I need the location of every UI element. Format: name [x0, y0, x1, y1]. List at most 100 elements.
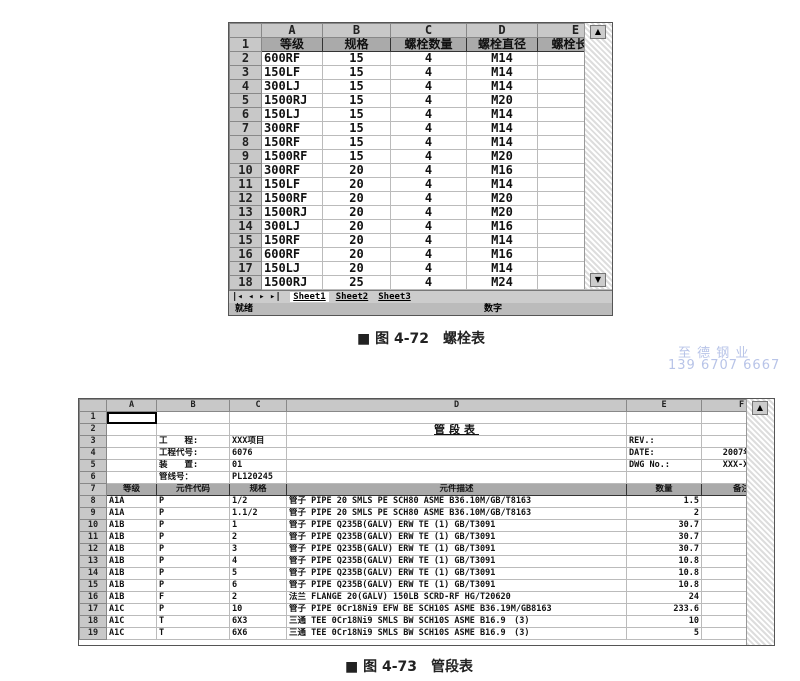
data-cell[interactable]: 4 [390, 65, 467, 80]
row-header[interactable]: 9 [229, 149, 262, 164]
data-cell[interactable]: A1C [106, 627, 157, 640]
data-cell[interactable]: 三通 TEE 0Cr18Ni9 SMLS BW SCH10S ASME B16.… [286, 627, 627, 640]
data-cell[interactable]: 管子 PIPE 0Cr18Ni9 EFW BE SCH10S ASME B36.… [286, 603, 627, 616]
data-cell[interactable]: 15 [322, 79, 391, 94]
data-cell[interactable]: A1C [106, 615, 157, 628]
data-cell[interactable]: M20 [466, 205, 538, 220]
tab-sheet1[interactable]: Sheet1 [290, 292, 329, 302]
data-cell[interactable]: 150LJ [261, 261, 323, 276]
row-header[interactable]: 11 [229, 177, 262, 192]
data-cell[interactable]: 233.6 [626, 603, 702, 616]
tab-sheet2[interactable]: Sheet2 [335, 292, 369, 302]
data-cell[interactable]: 2 [229, 531, 287, 544]
meta-label[interactable]: DATE: [626, 447, 702, 460]
row-header[interactable]: 2 [79, 423, 107, 436]
data-cell[interactable]: 1500RJ [261, 93, 323, 108]
data-cell[interactable]: M14 [466, 107, 538, 122]
data-cell[interactable]: A1B [106, 519, 157, 532]
data-cell[interactable]: M24 [466, 275, 538, 290]
data-cell[interactable]: 4 [390, 247, 467, 262]
data-cell[interactable]: 15 [322, 121, 391, 136]
vertical-scrollbar[interactable] [746, 399, 774, 645]
column-header-C[interactable]: C [229, 399, 287, 412]
data-cell[interactable]: 管子 PIPE Q235B(GALV) ERW TE (1) GB/T3091 [286, 567, 627, 580]
header-cell[interactable]: 数量 [626, 483, 702, 496]
row-header[interactable]: 15 [79, 579, 107, 592]
data-cell[interactable]: 1500RJ [261, 205, 323, 220]
data-cell[interactable]: A1B [106, 555, 157, 568]
data-cell[interactable]: 4 [390, 205, 467, 220]
row-header[interactable]: 2 [229, 51, 262, 66]
data-cell[interactable]: 2 [229, 591, 287, 604]
empty-cell[interactable] [106, 435, 157, 448]
data-cell[interactable]: 4 [229, 555, 287, 568]
data-cell[interactable]: M20 [466, 149, 538, 164]
row-header[interactable]: 15 [229, 233, 262, 248]
row-header[interactable]: 10 [79, 519, 107, 532]
row-header[interactable]: 7 [229, 121, 262, 136]
data-cell[interactable]: 管子 PIPE 20 SMLS PE SCH80 ASME B36.10M/GB… [286, 507, 627, 520]
header-cell[interactable]: 元件代码 [156, 483, 230, 496]
column-header-A[interactable]: A [261, 23, 323, 38]
data-cell[interactable]: F [156, 591, 230, 604]
empty-cell[interactable] [286, 471, 627, 484]
data-cell[interactable]: P [156, 579, 230, 592]
data-cell[interactable]: 10.8 [626, 567, 702, 580]
row-header[interactable]: 14 [229, 219, 262, 234]
data-cell[interactable]: 1500RJ [261, 275, 323, 290]
data-cell[interactable]: A1B [106, 579, 157, 592]
row-header[interactable]: 6 [229, 107, 262, 122]
row-header[interactable]: 12 [79, 543, 107, 556]
data-cell[interactable]: 4 [390, 149, 467, 164]
data-cell[interactable]: A1B [106, 531, 157, 544]
row-header[interactable]: 9 [79, 507, 107, 520]
header-cell[interactable]: 螺栓数量 [390, 37, 467, 52]
data-cell[interactable]: 600RF [261, 247, 323, 262]
data-cell[interactable]: P [156, 519, 230, 532]
data-cell[interactable]: 2 [626, 507, 702, 520]
header-cell[interactable]: 规格 [322, 37, 391, 52]
column-header-C[interactable]: C [390, 23, 467, 38]
scroll-up-button[interactable]: ▲ [752, 401, 768, 415]
empty-cell[interactable] [106, 423, 157, 436]
empty-cell[interactable] [106, 471, 157, 484]
data-cell[interactable]: M16 [466, 247, 538, 262]
data-cell[interactable]: 10.8 [626, 579, 702, 592]
data-cell[interactable]: 150RF [261, 135, 323, 150]
data-cell[interactable]: 4 [390, 107, 467, 122]
data-cell[interactable]: 5 [626, 627, 702, 640]
data-cell[interactable]: 15 [322, 107, 391, 122]
data-cell[interactable]: 4 [390, 261, 467, 276]
vertical-scrollbar[interactable] [584, 23, 612, 289]
data-cell[interactable]: 管子 PIPE Q235B(GALV) ERW TE (1) GB/T3091 [286, 579, 627, 592]
data-cell[interactable]: 15 [322, 149, 391, 164]
row-header[interactable]: 7 [79, 483, 107, 496]
row-header[interactable]: 12 [229, 191, 262, 206]
data-cell[interactable]: 1500RF [261, 191, 323, 206]
empty-cell[interactable] [156, 411, 230, 424]
data-cell[interactable]: 10 [626, 615, 702, 628]
row-header[interactable]: 1 [229, 37, 262, 52]
data-cell[interactable]: 1500RF [261, 149, 323, 164]
empty-cell[interactable] [286, 435, 627, 448]
data-cell[interactable]: 1.5 [626, 495, 702, 508]
column-header-D[interactable]: D [466, 23, 538, 38]
header-cell[interactable]: 元件描述 [286, 483, 627, 496]
data-cell[interactable]: 4 [390, 121, 467, 136]
data-cell[interactable]: 4 [390, 275, 467, 290]
data-cell[interactable]: 管子 PIPE Q235B(GALV) ERW TE (1) GB/T3091 [286, 543, 627, 556]
info-label[interactable]: 管线号： [156, 471, 230, 484]
info-value[interactable]: XXX项目 [229, 435, 287, 448]
data-cell[interactable]: M14 [466, 177, 538, 192]
row-header[interactable]: 4 [229, 79, 262, 94]
data-cell[interactable]: 24 [626, 591, 702, 604]
data-cell[interactable]: P [156, 603, 230, 616]
data-cell[interactable]: 20 [322, 247, 391, 262]
column-header-B[interactable]: B [156, 399, 230, 412]
data-cell[interactable]: P [156, 567, 230, 580]
data-cell[interactable]: 30.7 [626, 519, 702, 532]
data-cell[interactable]: P [156, 543, 230, 556]
meta-label[interactable]: DWG No.: [626, 459, 702, 472]
tab-sheet3[interactable]: Sheet3 [378, 292, 411, 302]
data-cell[interactable]: 30.7 [626, 531, 702, 544]
